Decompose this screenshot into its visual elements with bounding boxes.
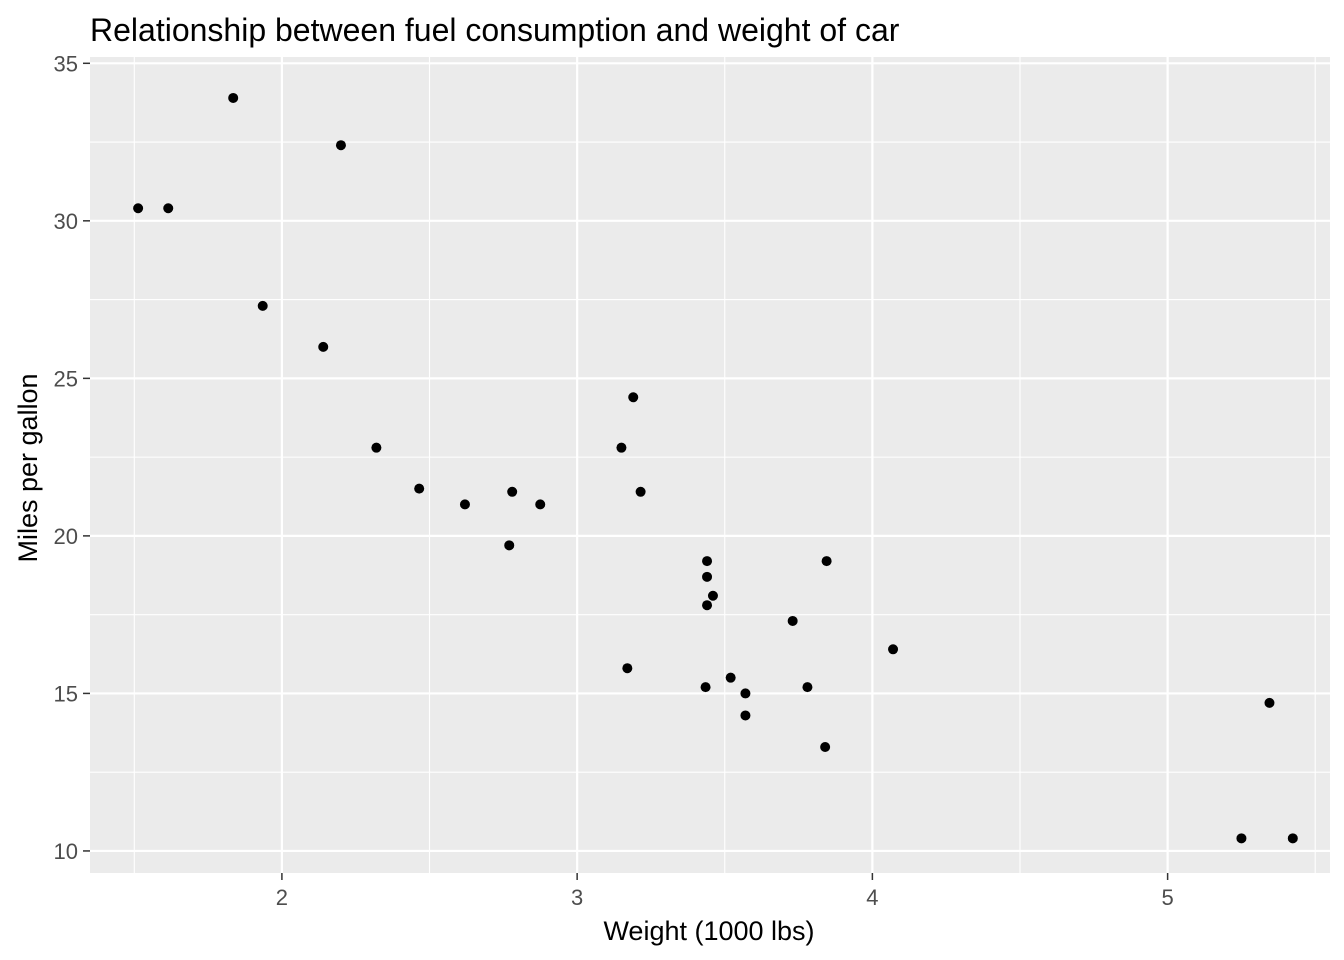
data-point (740, 710, 751, 721)
data-point (700, 682, 711, 693)
x-tick-label: 2 (276, 885, 288, 910)
y-axis: 10 15 20 25 30 35 (54, 51, 90, 864)
data-point (787, 615, 798, 626)
data-point (702, 600, 713, 611)
data-point (821, 556, 832, 567)
x-axis: 2 3 4 5 (276, 873, 1174, 910)
data-point (635, 486, 646, 497)
y-tick-label: 10 (54, 839, 78, 864)
x-tick-label: 3 (571, 885, 583, 910)
data-point (725, 672, 736, 683)
data-point (504, 540, 515, 551)
data-point (414, 483, 425, 494)
y-tick-label: 35 (54, 51, 78, 76)
data-point (740, 688, 751, 699)
data-point (318, 341, 329, 352)
data-points (133, 92, 1298, 844)
x-tick-label: 4 (866, 885, 878, 910)
y-tick-label: 15 (54, 681, 78, 706)
chart-title: Relationship between fuel consumption an… (90, 12, 900, 48)
data-point (335, 140, 346, 151)
data-point (702, 571, 713, 582)
data-point (707, 590, 718, 601)
y-tick-label: 20 (54, 524, 78, 549)
minor-gridlines (90, 57, 1330, 873)
data-point (1264, 697, 1275, 708)
data-point (628, 392, 639, 403)
data-point (616, 442, 627, 453)
data-point (622, 663, 633, 674)
data-point (802, 682, 813, 693)
data-point (507, 486, 518, 497)
data-point (1287, 833, 1298, 844)
data-point (1236, 833, 1247, 844)
y-axis-title: Miles per gallon (13, 373, 43, 562)
data-point (133, 203, 144, 214)
data-point (459, 499, 470, 510)
x-tick-label: 5 (1161, 885, 1173, 910)
data-point (820, 741, 831, 752)
data-point (257, 300, 268, 311)
plot-panel (90, 57, 1330, 873)
data-point (228, 92, 239, 103)
x-axis-title: Weight (1000 lbs) (603, 916, 814, 946)
data-point (535, 499, 546, 510)
y-tick-label: 30 (54, 209, 78, 234)
data-point (702, 556, 713, 567)
data-point (163, 203, 174, 214)
data-point (371, 442, 382, 453)
data-point (888, 644, 899, 655)
major-gridlines (90, 57, 1330, 873)
y-tick-label: 25 (54, 366, 78, 391)
